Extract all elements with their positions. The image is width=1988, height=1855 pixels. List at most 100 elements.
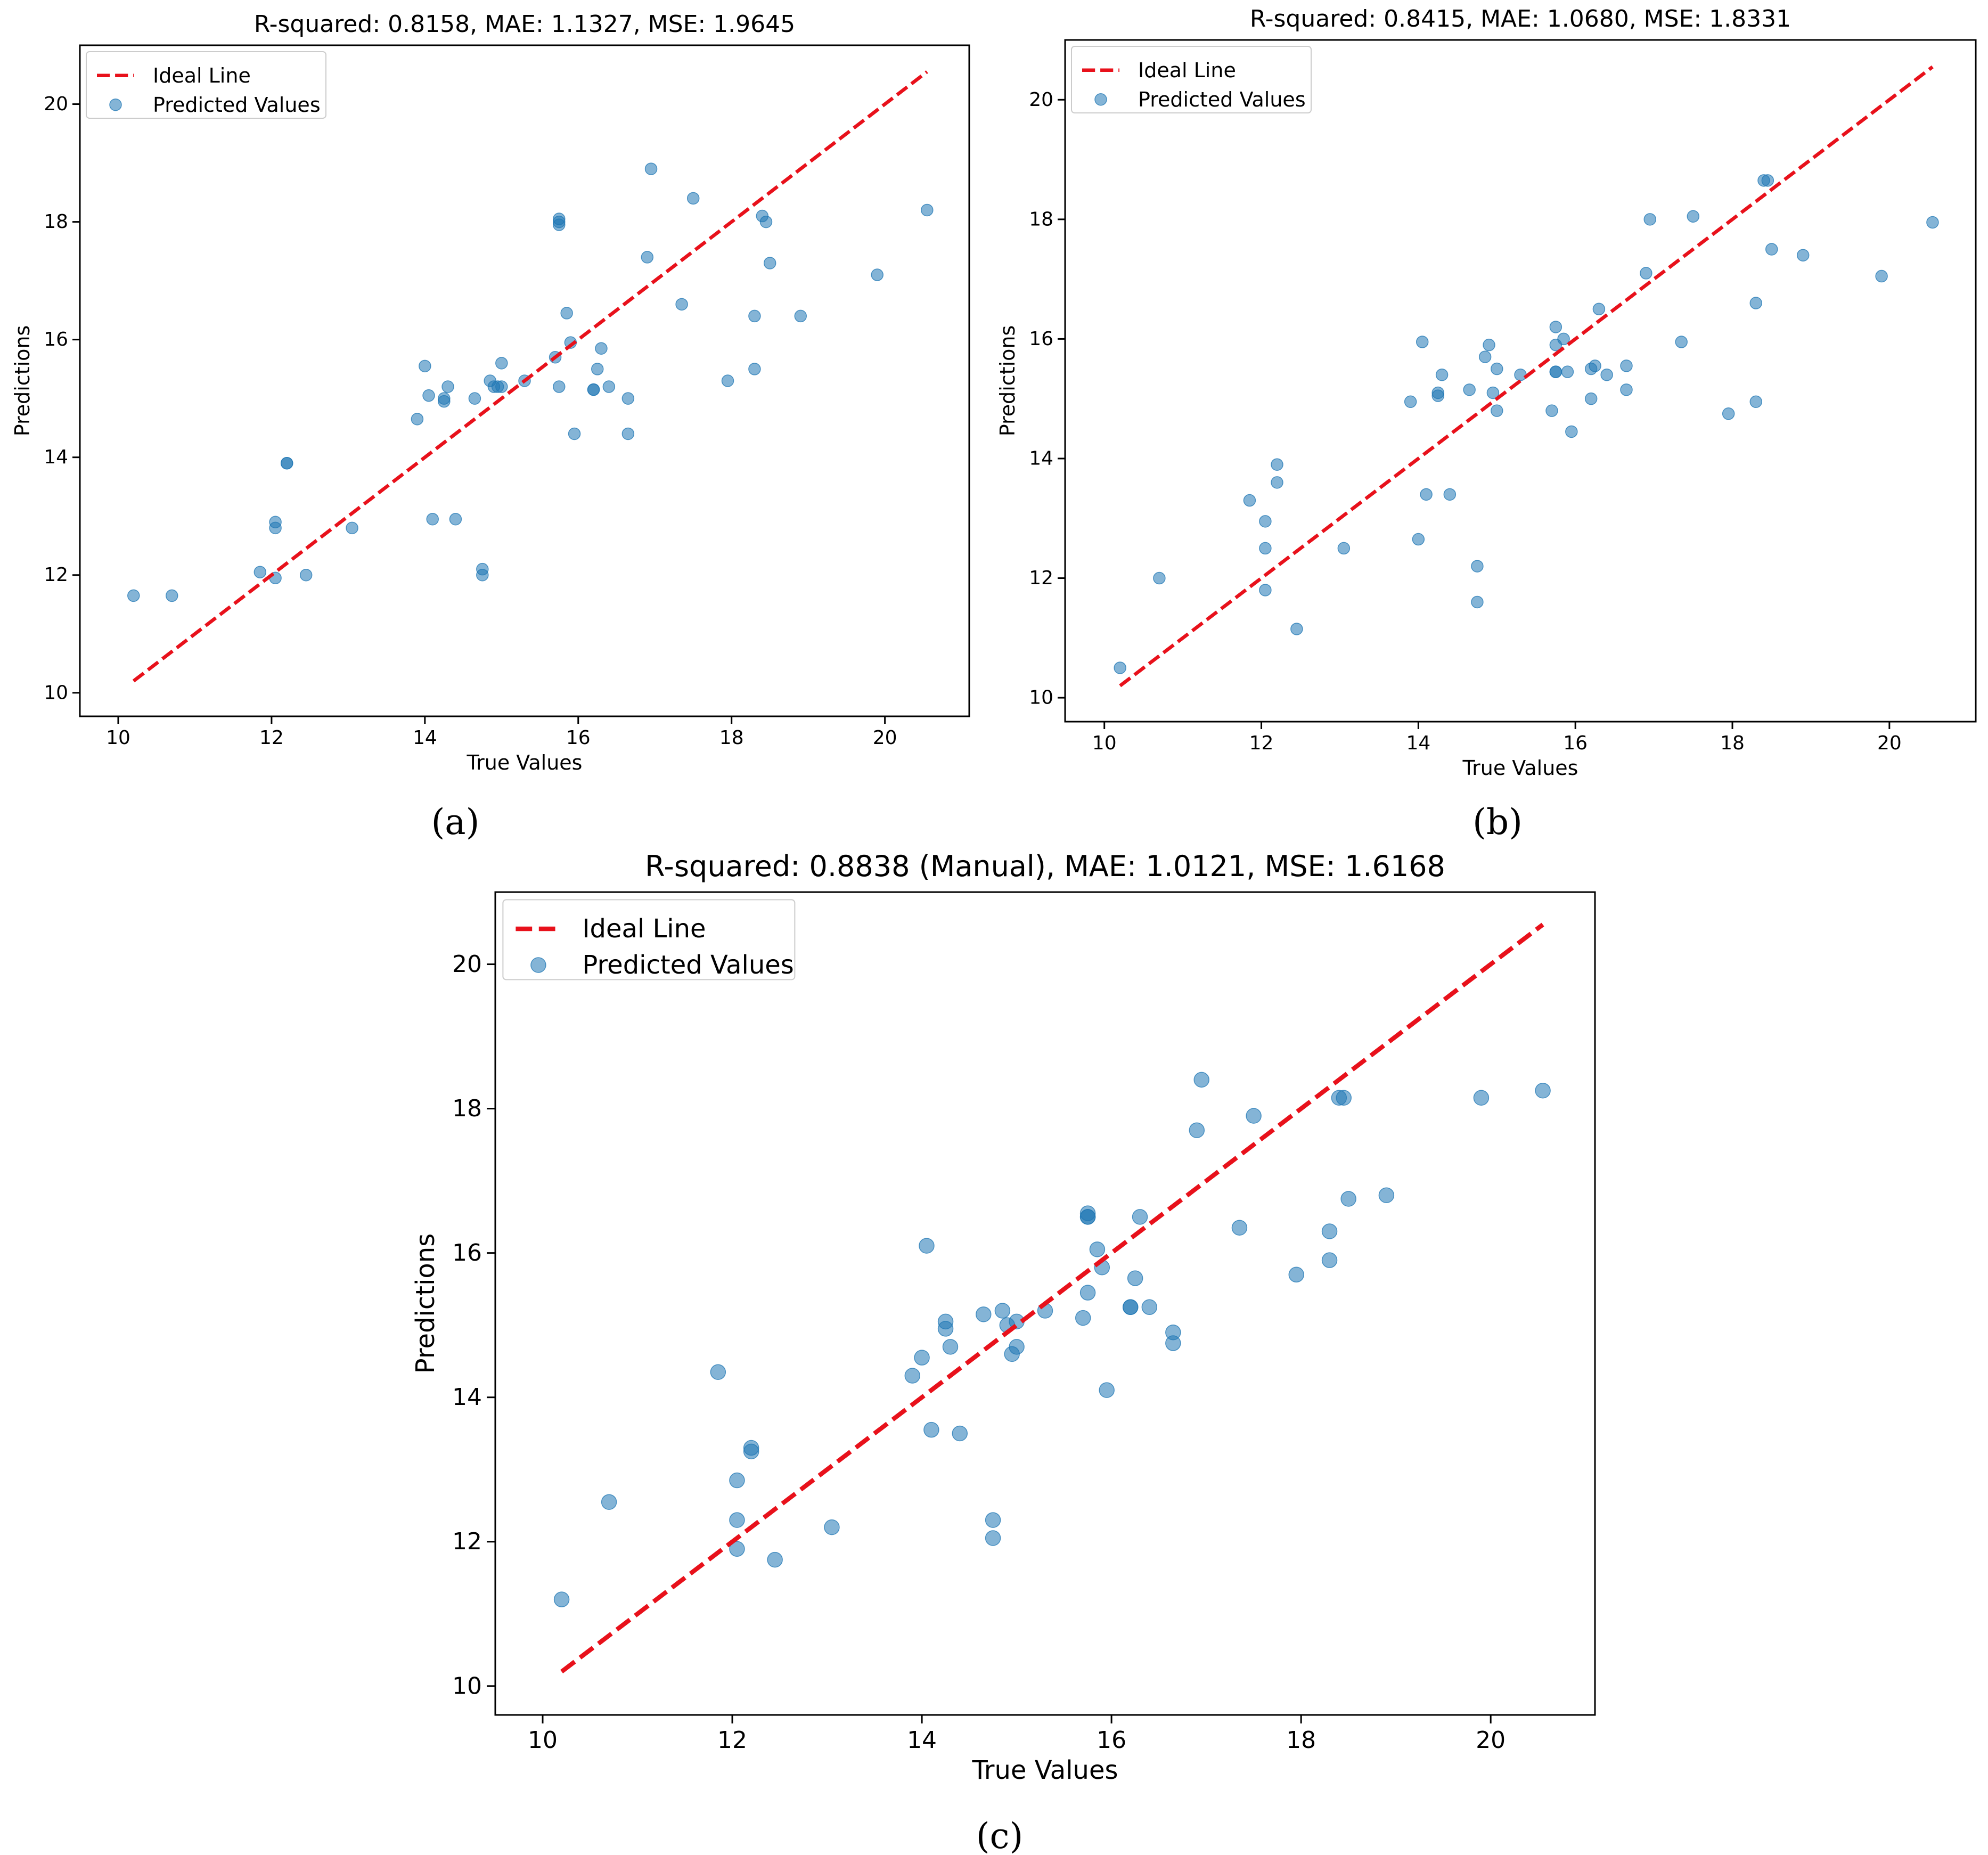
data-point xyxy=(644,162,658,175)
data-point xyxy=(621,392,635,405)
panel-label-a: (a) xyxy=(431,802,480,843)
data-point xyxy=(1431,389,1444,402)
data-point xyxy=(1620,359,1633,372)
data-point xyxy=(1259,542,1272,555)
data-point xyxy=(127,589,140,602)
data-point xyxy=(1290,623,1303,635)
data-point xyxy=(346,521,358,535)
x-tick-label: 20 xyxy=(1476,1727,1506,1754)
data-point xyxy=(1643,213,1656,226)
data-point xyxy=(1340,1191,1356,1207)
y-tick-label: 18 xyxy=(44,211,68,233)
data-point xyxy=(1471,595,1484,609)
data-point xyxy=(763,257,776,269)
data-point xyxy=(411,413,424,426)
data-point xyxy=(422,389,435,402)
chart-title: R-squared: 0.8838 (Manual), MAE: 1.0121,… xyxy=(645,849,1445,883)
data-point xyxy=(560,307,573,320)
data-point xyxy=(568,427,581,440)
data-point xyxy=(1435,369,1449,381)
data-point xyxy=(1535,1082,1551,1099)
ideal-line xyxy=(560,922,1544,1674)
legend-frame xyxy=(1071,46,1312,113)
data-point xyxy=(824,1519,840,1535)
data-point xyxy=(1231,1220,1248,1236)
x-axis-label: True Values xyxy=(971,1755,1118,1785)
data-point xyxy=(1193,1072,1209,1088)
chart-title: R-squared: 0.8158, MAE: 1.1327, MSE: 1.9… xyxy=(254,11,795,38)
y-tick-label: 14 xyxy=(44,446,68,468)
panel-label-c: (c) xyxy=(976,1816,1023,1855)
legend-frame xyxy=(502,899,796,980)
data-point xyxy=(419,359,431,373)
legend-label-predicted-values: Predicted Values xyxy=(582,950,793,980)
data-point xyxy=(476,568,489,582)
data-point xyxy=(1259,515,1272,528)
data-point xyxy=(553,218,566,231)
legend-label-ideal-line: Ideal Line xyxy=(582,914,706,944)
data-point xyxy=(1640,267,1652,280)
data-point xyxy=(495,357,508,370)
legend-label-ideal-line: Ideal Line xyxy=(1138,59,1236,82)
legend-label-predicted-values: Predicted Values xyxy=(1138,88,1306,111)
x-tick-label: 16 xyxy=(1563,732,1588,754)
data-point xyxy=(1584,392,1598,405)
plot-area-frame xyxy=(494,891,1596,1716)
data-point xyxy=(1600,369,1613,381)
data-point xyxy=(1259,584,1272,596)
data-point xyxy=(1592,303,1606,316)
data-point xyxy=(994,1303,1011,1319)
data-point xyxy=(269,521,282,535)
data-point xyxy=(1416,336,1429,348)
y-tick-label: 10 xyxy=(1029,687,1053,709)
data-point xyxy=(748,309,761,323)
data-point xyxy=(729,1512,745,1528)
data-point xyxy=(794,309,807,323)
data-point xyxy=(743,1443,759,1460)
y-tick-label: 16 xyxy=(44,329,68,350)
legend: Ideal Line Predicted Values xyxy=(86,51,326,119)
y-axis-label: Predictions xyxy=(411,1233,440,1374)
scatter-series xyxy=(553,1072,1551,1607)
y-tick-label: 14 xyxy=(1029,447,1053,469)
data-point xyxy=(871,268,883,281)
chart-panel: R-squared: 0.8415, MAE: 1.0680, MSE: 1.8… xyxy=(996,5,1977,780)
data-point xyxy=(1765,243,1778,256)
data-point xyxy=(591,363,604,375)
data-point xyxy=(686,192,700,205)
x-tick-label: 14 xyxy=(907,1727,937,1754)
data-point xyxy=(729,1541,745,1557)
data-point xyxy=(1749,395,1762,408)
y-tick-label: 10 xyxy=(44,682,68,704)
data-point xyxy=(449,512,462,526)
data-point xyxy=(1565,425,1578,438)
data-point xyxy=(468,392,481,405)
data-point xyxy=(942,1339,959,1355)
ideal-line xyxy=(132,70,928,683)
data-point xyxy=(1321,1252,1338,1268)
data-point xyxy=(675,298,688,311)
plot-area-frame xyxy=(79,44,970,717)
data-point xyxy=(1009,1339,1025,1355)
data-point xyxy=(441,380,454,393)
data-point xyxy=(1675,336,1688,348)
data-point xyxy=(553,380,566,393)
chart-panel: R-squared: 0.8158, MAE: 1.1327, MSE: 1.9… xyxy=(11,11,970,774)
data-point xyxy=(767,1551,783,1568)
charts-layer: R-squared: 0.8158, MAE: 1.1327, MSE: 1.9… xyxy=(11,5,1977,1785)
data-point xyxy=(1271,476,1283,489)
data-point xyxy=(1620,383,1633,396)
data-point xyxy=(1412,533,1425,546)
legend-point-swatch xyxy=(530,957,546,973)
data-point xyxy=(299,568,313,582)
data-point xyxy=(1378,1187,1395,1203)
data-point xyxy=(985,1530,1001,1546)
x-tick-label: 12 xyxy=(717,1727,747,1754)
data-point xyxy=(1483,338,1495,352)
data-point xyxy=(1336,1090,1352,1106)
y-axis-label: Predictions xyxy=(11,325,34,437)
data-point xyxy=(601,1494,617,1510)
data-point xyxy=(1549,321,1562,333)
y-tick-label: 18 xyxy=(1029,208,1053,230)
